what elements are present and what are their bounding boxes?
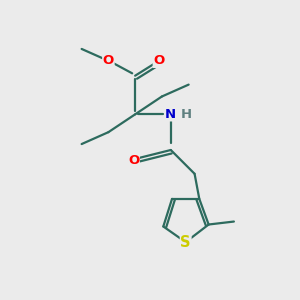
Text: N: N [165, 108, 176, 121]
Text: S: S [180, 235, 191, 250]
Text: O: O [103, 54, 114, 67]
Text: O: O [128, 154, 139, 167]
Text: H: H [181, 108, 192, 121]
Text: O: O [153, 54, 164, 67]
